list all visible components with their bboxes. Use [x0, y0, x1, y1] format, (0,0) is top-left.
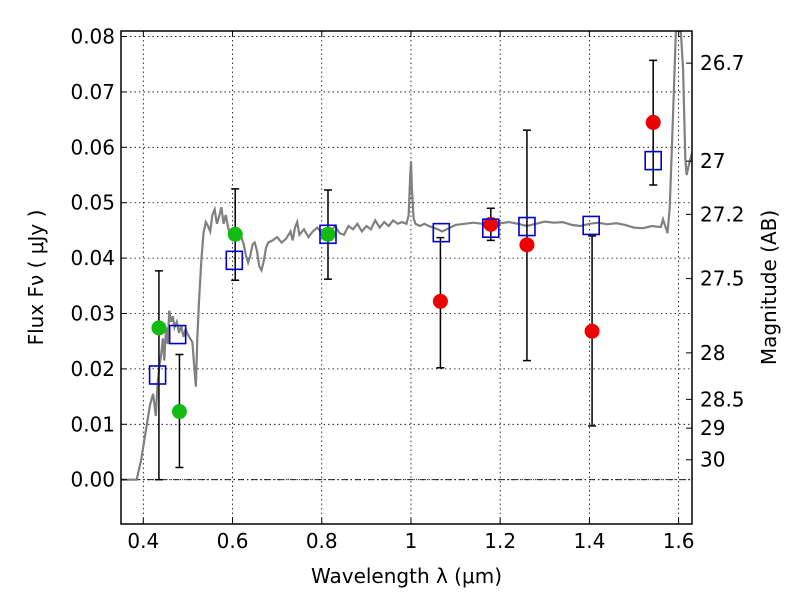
y2-tick-label: 30	[700, 448, 725, 472]
x-tick-label: 1.2	[484, 529, 516, 553]
y2-tick-label: 28.5	[700, 387, 745, 411]
data-point-marker	[151, 320, 167, 336]
plot-frame	[120, 30, 693, 525]
data-point-marker	[519, 237, 535, 253]
y-tick-label: 0.08	[70, 25, 115, 49]
y-tick-label: 0.07	[70, 80, 115, 104]
y2-axis-title: Magnitude (AB)	[757, 210, 781, 365]
grid	[121, 31, 692, 524]
y2-tick-label: 27.2	[700, 202, 745, 226]
model-square-marker	[432, 222, 451, 243]
model-square-marker	[644, 150, 662, 171]
data-point-marker	[227, 226, 243, 242]
model-spectrum-line	[121, 31, 692, 481]
y2-tick-label: 27.5	[700, 267, 745, 291]
y-tick-label: 0.06	[70, 135, 115, 159]
data-point-marker	[584, 323, 600, 339]
model-square-marker	[482, 218, 500, 238]
model-square-marker	[518, 216, 536, 237]
y2-tick-label: 27	[700, 149, 725, 173]
model-spectrum	[121, 31, 692, 481]
data-point-marker	[320, 226, 336, 242]
data-point-marker	[483, 216, 499, 232]
ticks: 0.4 0.6 0.8 1 1.2 1.4 1.6 0.00 0.01 0.02 0.03 0.04 0…	[70, 25, 744, 553]
x-tick-label: 0.8	[306, 529, 338, 553]
y2-tick-label: 26.7	[700, 51, 745, 75]
x-tick-label: 1.6	[663, 529, 695, 553]
y-tick-label: 0.05	[70, 191, 115, 215]
y-axis-title: Flux Fν ( μJy )	[24, 210, 48, 346]
y2-tick-label: 29	[700, 416, 725, 440]
model-square-marker	[582, 215, 600, 236]
x-tick-label: 1	[405, 529, 418, 553]
y2-tick-label: 28	[700, 341, 725, 365]
y-tick-label: 0.00	[70, 468, 115, 492]
model-square-marker	[319, 224, 337, 245]
y-tick-label: 0.03	[70, 302, 115, 326]
x-axis-title: Wavelength λ (μm)	[311, 564, 502, 588]
x-tick-label: 1.4	[573, 529, 605, 553]
x-tick-label: 0.6	[217, 529, 249, 553]
y-tick-label: 0.02	[70, 357, 115, 381]
model-square-marker	[225, 250, 244, 271]
model-square-marker	[168, 324, 187, 345]
data-markers	[148, 114, 662, 420]
y-tick-label: 0.04	[70, 246, 115, 270]
data-point-marker	[432, 293, 448, 309]
data-point-marker	[171, 404, 187, 420]
data-point-marker	[645, 114, 661, 130]
x-tick-label: 0.4	[127, 529, 159, 553]
model-square-marker	[148, 365, 167, 385]
y-tick-label: 0.01	[70, 412, 115, 436]
